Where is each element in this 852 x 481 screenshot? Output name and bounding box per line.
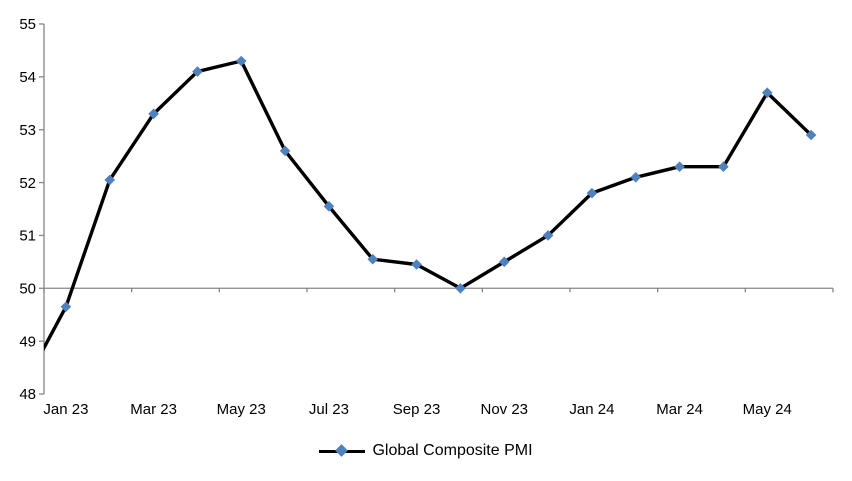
y-tick-label: 55	[19, 16, 36, 33]
x-axis-labels: Jan 23 Mar 23 May 23 Jul 23 Sep 23 Nov 23 Jan …	[43, 401, 791, 418]
data-point-marker	[805, 129, 817, 141]
series-group	[44, 55, 817, 352]
y-tick-label: 51	[19, 228, 36, 245]
data-point-marker	[411, 259, 422, 270]
x-tick-label: May 24	[743, 401, 792, 418]
category-axis-ticks	[43, 288, 834, 293]
x-tick-label: Nov 23	[480, 401, 528, 418]
data-point-marker	[235, 55, 247, 67]
data-point-marker	[323, 201, 335, 212]
x-tick-label: Jan 23	[43, 401, 88, 418]
series-line	[44, 59, 813, 352]
y-tick-label: 52	[19, 175, 36, 192]
data-point-marker	[542, 230, 554, 241]
data-point-marker	[630, 171, 642, 183]
x-tick-label: Mar 23	[130, 401, 177, 418]
data-point-marker	[60, 301, 72, 313]
data-point-marker	[455, 282, 466, 294]
data-point-marker	[498, 256, 510, 268]
data-point-marker	[367, 253, 379, 265]
data-point-marker	[718, 161, 729, 173]
y-tick-label: 49	[19, 333, 36, 350]
x-tick-label: Jul 23	[309, 401, 349, 418]
x-tick-label: Mar 24	[656, 401, 703, 418]
x-tick-label: Jan 24	[569, 401, 614, 418]
data-point-marker	[674, 161, 685, 173]
data-point-marker	[279, 145, 291, 157]
x-tick-label: Sep 23	[393, 401, 441, 418]
data-point-marker	[761, 87, 773, 99]
y-tick-label: 50	[19, 280, 36, 297]
data-point-marker	[586, 187, 598, 199]
data-point-marker	[192, 66, 203, 77]
data-point-marker	[104, 174, 116, 186]
y-tick-label: 54	[19, 69, 36, 86]
y-tick-label: 48	[19, 386, 36, 403]
y-tick-label: 53	[19, 122, 36, 139]
y-axis-ticks	[39, 23, 44, 395]
y-axis-labels: 48 49 50 51 52 53 54 55	[19, 16, 36, 403]
series-markers	[60, 55, 817, 313]
data-point-marker	[148, 108, 159, 120]
x-tick-label: May 23	[217, 401, 266, 418]
